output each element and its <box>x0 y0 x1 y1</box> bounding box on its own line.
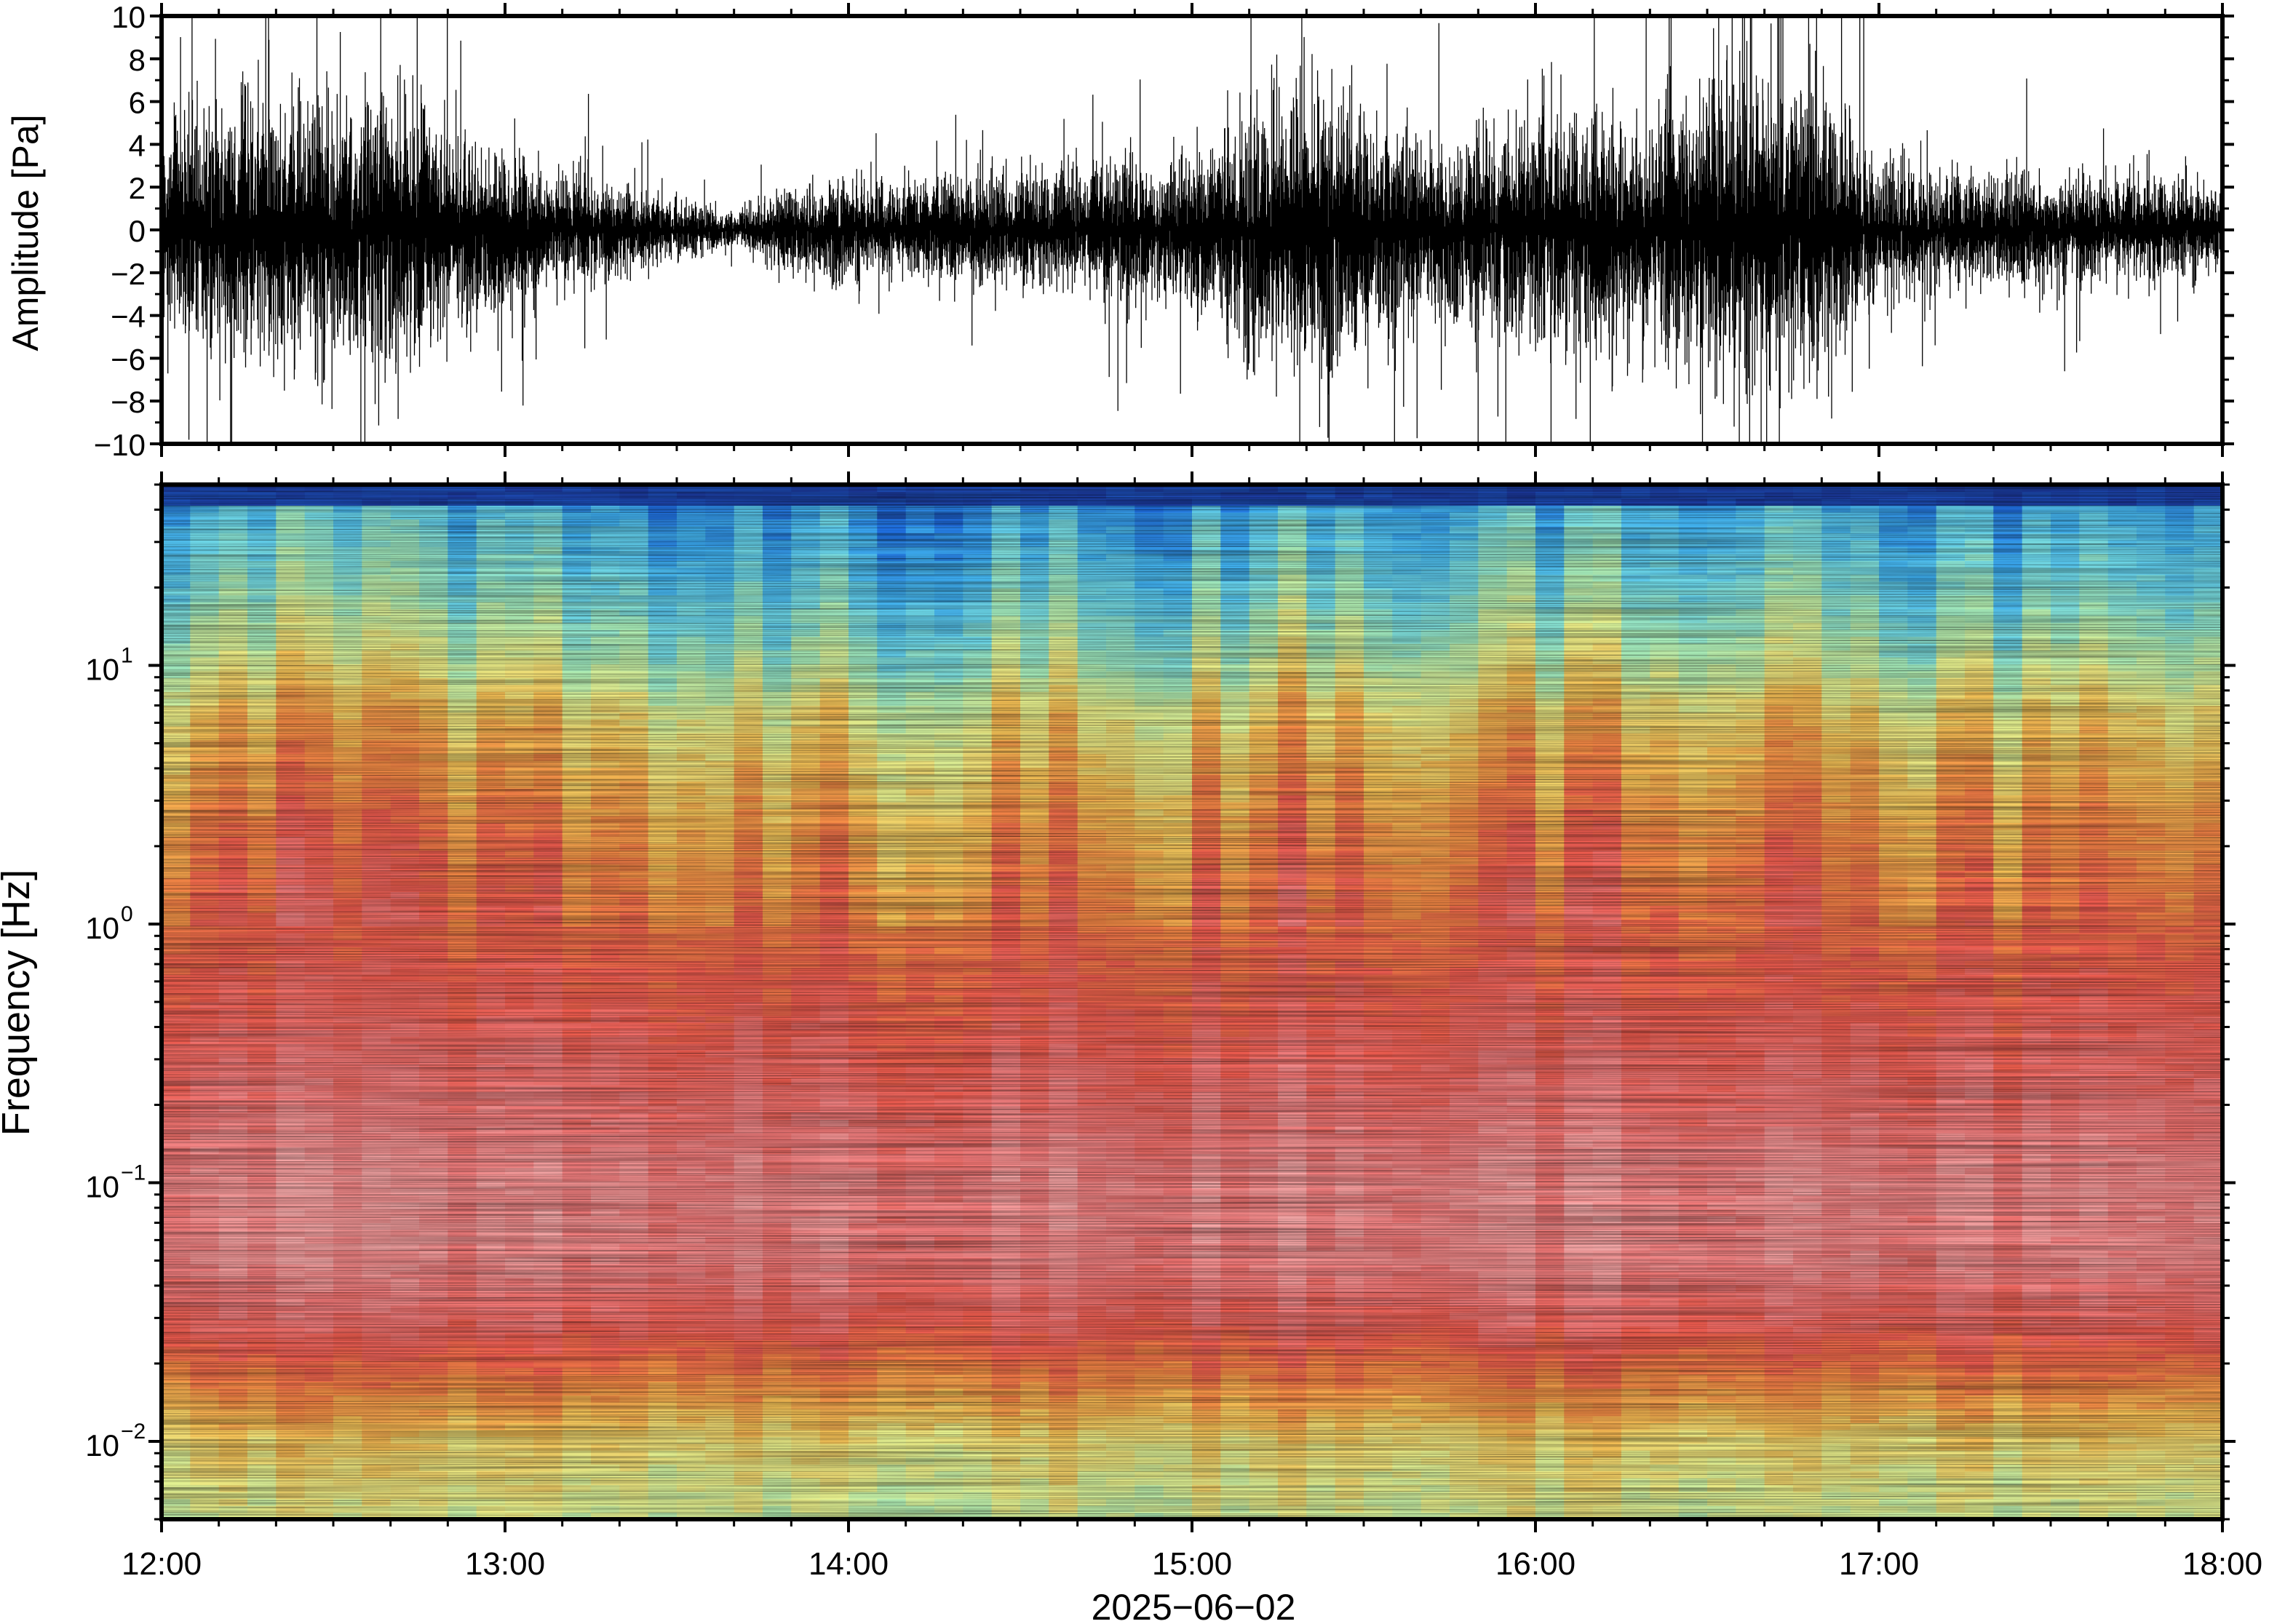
y-tick-label: 2 <box>129 171 146 205</box>
waveform-x-ticks <box>160 3 2224 457</box>
y-tick-label: −4 <box>111 300 146 334</box>
y-tick-label: −2 <box>111 257 146 291</box>
y-tick-label: 10 <box>111 0 146 34</box>
y-tick-label: 6 <box>129 86 146 120</box>
waveform-y-ticks: 10 8 6 4 2 0 −2 −4 −6 −8 −10 <box>94 0 2234 462</box>
waveform-line <box>162 16 2222 444</box>
y-tick-label: −8 <box>111 385 146 419</box>
waveform-panel: 10 8 6 4 2 0 −2 −4 −6 −8 −10 Amplitude [Pa] <box>5 0 2234 462</box>
y-tick-label: 8 <box>129 43 146 77</box>
waveform-y-axis-label: Amplitude [Pa] <box>5 114 46 351</box>
y-tick-label: −10 <box>94 428 146 462</box>
spectrogram-heatmap <box>162 485 2223 1520</box>
y-tick-label: 0 <box>129 214 146 248</box>
y-tick-label: 4 <box>129 128 146 162</box>
y-tick-label: −6 <box>111 342 146 376</box>
waveform-trace <box>162 16 2222 444</box>
